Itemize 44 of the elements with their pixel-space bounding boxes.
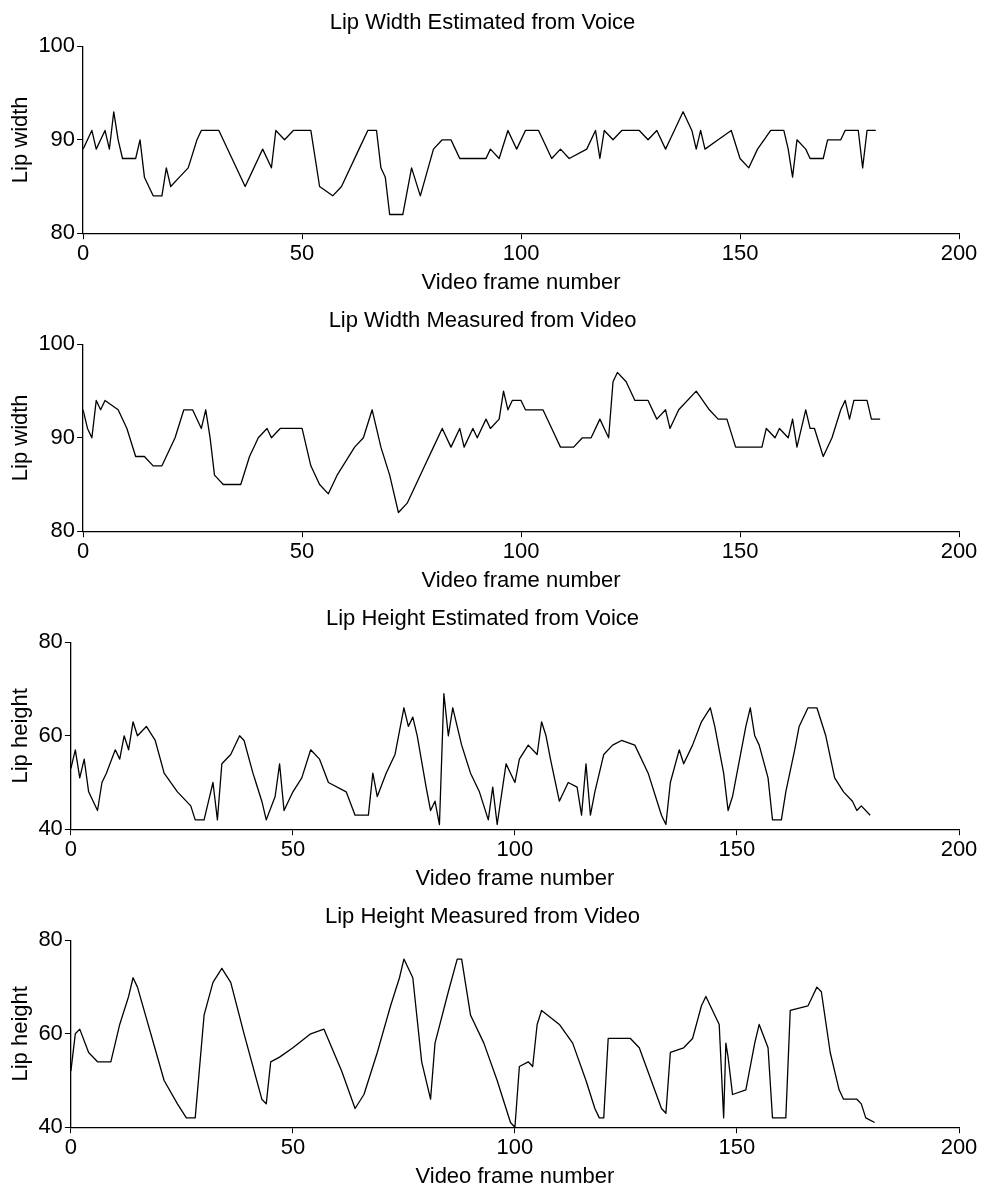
y-tick-label: 60 bbox=[38, 1019, 63, 1045]
y-tick-label: 90 bbox=[50, 423, 76, 449]
x-axis-title: Video frame number bbox=[421, 268, 621, 294]
x-tick-label: 0 bbox=[76, 240, 90, 266]
x-tick-label: 0 bbox=[76, 538, 90, 564]
chart-title: Lip Width Measured from Video bbox=[328, 307, 637, 333]
x-axis-title: Video frame number bbox=[415, 1162, 615, 1188]
y-tick-label: 100 bbox=[38, 32, 76, 58]
x-tick-label: 100 bbox=[502, 538, 540, 564]
x-tick-label: 200 bbox=[940, 538, 978, 564]
x-tick-label: 0 bbox=[64, 836, 77, 862]
y-axis-title: Lip width bbox=[7, 96, 33, 184]
x-tick-label: 50 bbox=[280, 836, 306, 862]
x-tick-label: 0 bbox=[64, 1134, 77, 1160]
y-tick-label: 40 bbox=[38, 1113, 63, 1139]
x-tick-label: 150 bbox=[718, 836, 756, 862]
x-tick-label: 100 bbox=[496, 836, 534, 862]
x-tick-label: 50 bbox=[280, 1134, 306, 1160]
x-tick-label: 100 bbox=[502, 240, 540, 266]
x-axis-title: Video frame number bbox=[421, 566, 621, 592]
y-tick-label: 60 bbox=[38, 721, 63, 747]
chart-title: Lip Height Measured from Video bbox=[324, 903, 641, 929]
y-tick-label: 100 bbox=[38, 330, 76, 356]
y-tick-label: 80 bbox=[50, 517, 76, 543]
x-tick-label: 200 bbox=[940, 240, 978, 266]
y-tick-label: 80 bbox=[38, 628, 63, 654]
x-axis-title: Video frame number bbox=[415, 864, 615, 890]
y-tick-label: 80 bbox=[50, 219, 76, 245]
x-tick-label: 100 bbox=[496, 1134, 534, 1160]
y-axis-title: Lip height bbox=[7, 688, 33, 784]
y-tick-label: 90 bbox=[50, 125, 76, 151]
x-tick-label: 50 bbox=[289, 538, 315, 564]
y-tick-label: 80 bbox=[38, 926, 63, 952]
x-tick-label: 50 bbox=[289, 240, 315, 266]
y-axis-title: Lip height bbox=[7, 986, 33, 1082]
x-tick-label: 150 bbox=[718, 1134, 756, 1160]
x-tick-label: 150 bbox=[721, 240, 759, 266]
y-axis-title: Lip width bbox=[7, 394, 33, 482]
x-tick-label: 200 bbox=[940, 1134, 978, 1160]
x-tick-label: 150 bbox=[721, 538, 759, 564]
chart-title: Lip Height Estimated from Voice bbox=[325, 605, 640, 631]
chart-title: Lip Width Estimated from Voice bbox=[329, 9, 636, 35]
x-tick-label: 200 bbox=[940, 836, 978, 862]
y-tick-label: 40 bbox=[38, 815, 63, 841]
